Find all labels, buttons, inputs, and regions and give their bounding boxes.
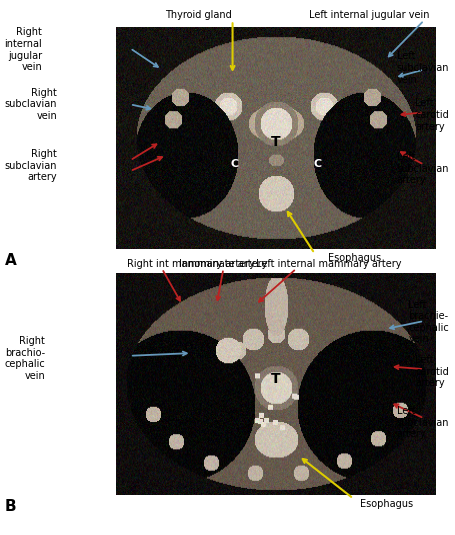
Text: Left
subclavian
vein: Left subclavian vein xyxy=(396,51,448,85)
Text: Esophagus: Esophagus xyxy=(328,253,381,263)
Text: T: T xyxy=(270,372,280,386)
Text: Right int mammary artery: Right int mammary artery xyxy=(126,258,254,269)
Text: Left
subclavian
artery: Left subclavian artery xyxy=(396,406,448,439)
Text: Thyroid gland: Thyroid gland xyxy=(165,10,231,20)
Text: Esophagus: Esophagus xyxy=(359,499,413,509)
Text: Left
carotid
artery: Left carotid artery xyxy=(415,98,448,132)
Text: Left
carotid
artery: Left carotid artery xyxy=(415,355,448,388)
Text: Right
brachio-
cephalic
vein: Right brachio- cephalic vein xyxy=(5,336,45,381)
Text: C: C xyxy=(230,159,238,170)
Text: T: T xyxy=(270,135,280,149)
Text: Right
subclavian
vein: Right subclavian vein xyxy=(5,88,57,121)
Text: Innominate artery: Innominate artery xyxy=(179,258,267,269)
Text: C: C xyxy=(313,159,321,170)
Text: A: A xyxy=(5,253,16,268)
Text: Left
brachie-
cephalic
vein: Left brachie- cephalic vein xyxy=(408,300,448,345)
Text: Left internal mammary artery: Left internal mammary artery xyxy=(255,258,400,269)
Text: Right
internal
jugular
vein: Right internal jugular vein xyxy=(5,27,42,72)
Text: Right
subclavian
artery: Right subclavian artery xyxy=(5,149,57,182)
Text: Left
subclavian
artery: Left subclavian artery xyxy=(396,152,448,185)
Text: Left internal jugular vein: Left internal jugular vein xyxy=(308,10,429,20)
Text: B: B xyxy=(5,499,16,514)
